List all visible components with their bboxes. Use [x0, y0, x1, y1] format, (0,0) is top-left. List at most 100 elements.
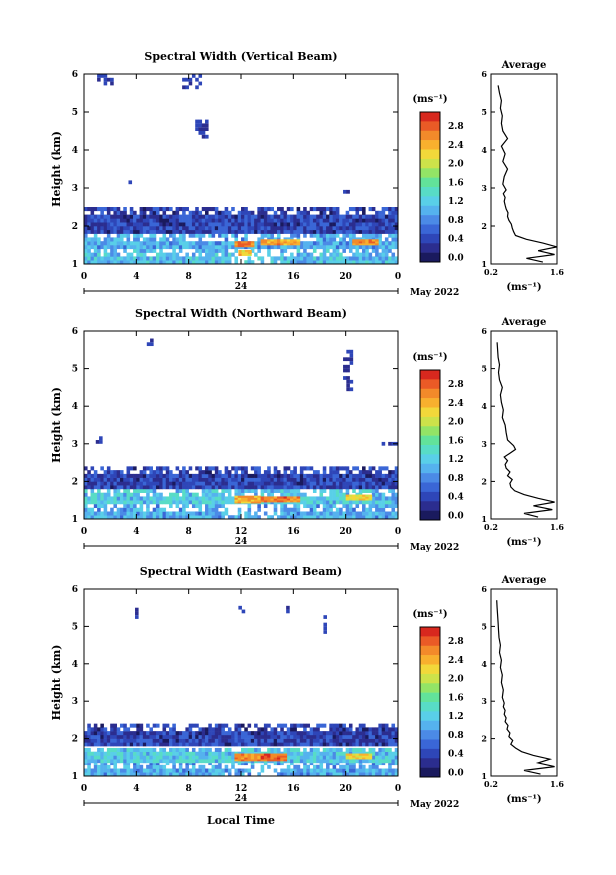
heatmap-cell	[218, 515, 222, 520]
heatmap-cell	[123, 727, 127, 732]
heatmap-cell	[329, 747, 333, 752]
heatmap-cell	[286, 738, 291, 743]
heatmap-cell	[159, 237, 163, 242]
heatmap-cell	[335, 751, 340, 756]
heatmap-cell	[87, 515, 91, 520]
heatmap-cell	[384, 207, 389, 212]
heatmap-cell	[185, 734, 189, 739]
heatmap-cell	[155, 496, 160, 501]
heatmap-cell	[326, 473, 330, 478]
heatmap-cell	[159, 470, 163, 475]
heatmap-cell	[113, 503, 118, 509]
heatmap-cell	[299, 241, 304, 246]
heatmap-cell	[352, 515, 356, 520]
heatmap-cell	[198, 477, 203, 482]
heatmap-cell	[110, 500, 114, 505]
heatmap-cell	[227, 481, 232, 486]
heatmap-echo	[205, 127, 209, 131]
heatmap-cell	[270, 727, 275, 732]
heatmap-cell	[123, 245, 127, 250]
colorbar-segment	[420, 445, 440, 455]
heatmap-cell	[129, 759, 134, 764]
heatmap-cell	[247, 229, 252, 234]
heatmap-cell	[198, 214, 203, 219]
heatmap-cell	[283, 248, 288, 253]
heatmap-cell	[247, 214, 252, 219]
heatmap-cell	[84, 466, 88, 471]
heatmap-cell	[375, 233, 379, 238]
heatmap-cell	[126, 751, 131, 756]
heatmap-cell	[319, 755, 324, 760]
heatmap-cell	[263, 233, 268, 238]
heatmap-cell	[316, 503, 320, 509]
heatmap-cell	[319, 256, 324, 261]
heatmap-cell	[296, 734, 301, 739]
heatmap-cell	[119, 772, 124, 777]
heatmap-cell	[316, 747, 320, 752]
heatmap-cell	[87, 477, 91, 482]
heatmap-hotspot	[257, 499, 261, 502]
heatmap-cell	[381, 229, 386, 234]
heatmap-hotspot	[352, 494, 356, 497]
heatmap-cell	[394, 207, 399, 212]
heatmap-cell	[119, 214, 124, 219]
heatmap-cell	[273, 731, 278, 736]
heatmap-cell	[309, 477, 314, 482]
heatmap-hotspot	[250, 755, 255, 758]
average-y-tick-label: 1	[481, 771, 487, 781]
heatmap-cell	[375, 218, 379, 223]
heatmap-cell	[283, 734, 288, 739]
heatmap-cell	[155, 473, 160, 478]
heatmap-cell	[103, 764, 108, 769]
heatmap-cell	[87, 470, 91, 475]
heatmap-cell	[227, 485, 232, 490]
heatmap-cell	[175, 515, 180, 520]
heatmap-cell	[106, 237, 111, 242]
heatmap-cell	[381, 214, 386, 219]
heatmap-cell	[139, 252, 144, 257]
heatmap-cell	[90, 229, 95, 234]
heatmap-cell	[384, 723, 389, 728]
heatmap-cell	[146, 738, 150, 743]
heatmap-cell	[227, 477, 232, 482]
heatmap-cell	[110, 226, 114, 231]
heatmap-cell	[155, 738, 160, 743]
heatmap-cell	[306, 222, 310, 227]
heatmap-cell	[312, 256, 317, 261]
heatmap-cell	[306, 500, 310, 505]
heatmap-cell	[332, 731, 337, 736]
heatmap-cell	[172, 747, 176, 752]
heatmap-cell	[198, 256, 203, 261]
heatmap-cell	[365, 218, 369, 223]
heatmap-hotspot	[296, 496, 301, 499]
heatmap-cell	[381, 260, 386, 265]
heatmap-cell	[303, 241, 307, 246]
heatmap-cell	[162, 256, 167, 261]
heatmap-cell	[378, 731, 382, 736]
heatmap-cell	[136, 488, 140, 493]
colorbar-segment	[420, 215, 440, 225]
heatmap-cell	[205, 226, 209, 231]
heatmap-cell	[162, 734, 167, 739]
heatmap-cell	[106, 511, 111, 516]
heatmap-cell	[162, 751, 167, 756]
heatmap-cell	[303, 222, 307, 227]
heatmap-cell	[352, 734, 356, 739]
heatmap-cell	[227, 734, 232, 739]
heatmap-cell	[309, 466, 314, 471]
heatmap-cell	[335, 210, 340, 215]
heatmap-cell	[178, 488, 183, 493]
heatmap-cell	[142, 470, 147, 475]
heatmap-cell	[175, 751, 180, 756]
heatmap-cell	[221, 229, 225, 234]
heatmap-hotspot	[273, 757, 278, 760]
heatmap-hotspot	[365, 243, 369, 246]
heatmap-cell	[208, 492, 212, 497]
heatmap-cell	[355, 481, 360, 486]
heatmap-echo	[241, 609, 246, 614]
heatmap-cell	[316, 764, 320, 769]
heatmap-cell	[362, 742, 366, 747]
heatmap-cell	[316, 742, 320, 747]
heatmap-cell	[152, 755, 157, 760]
heatmap-cell	[244, 731, 248, 736]
